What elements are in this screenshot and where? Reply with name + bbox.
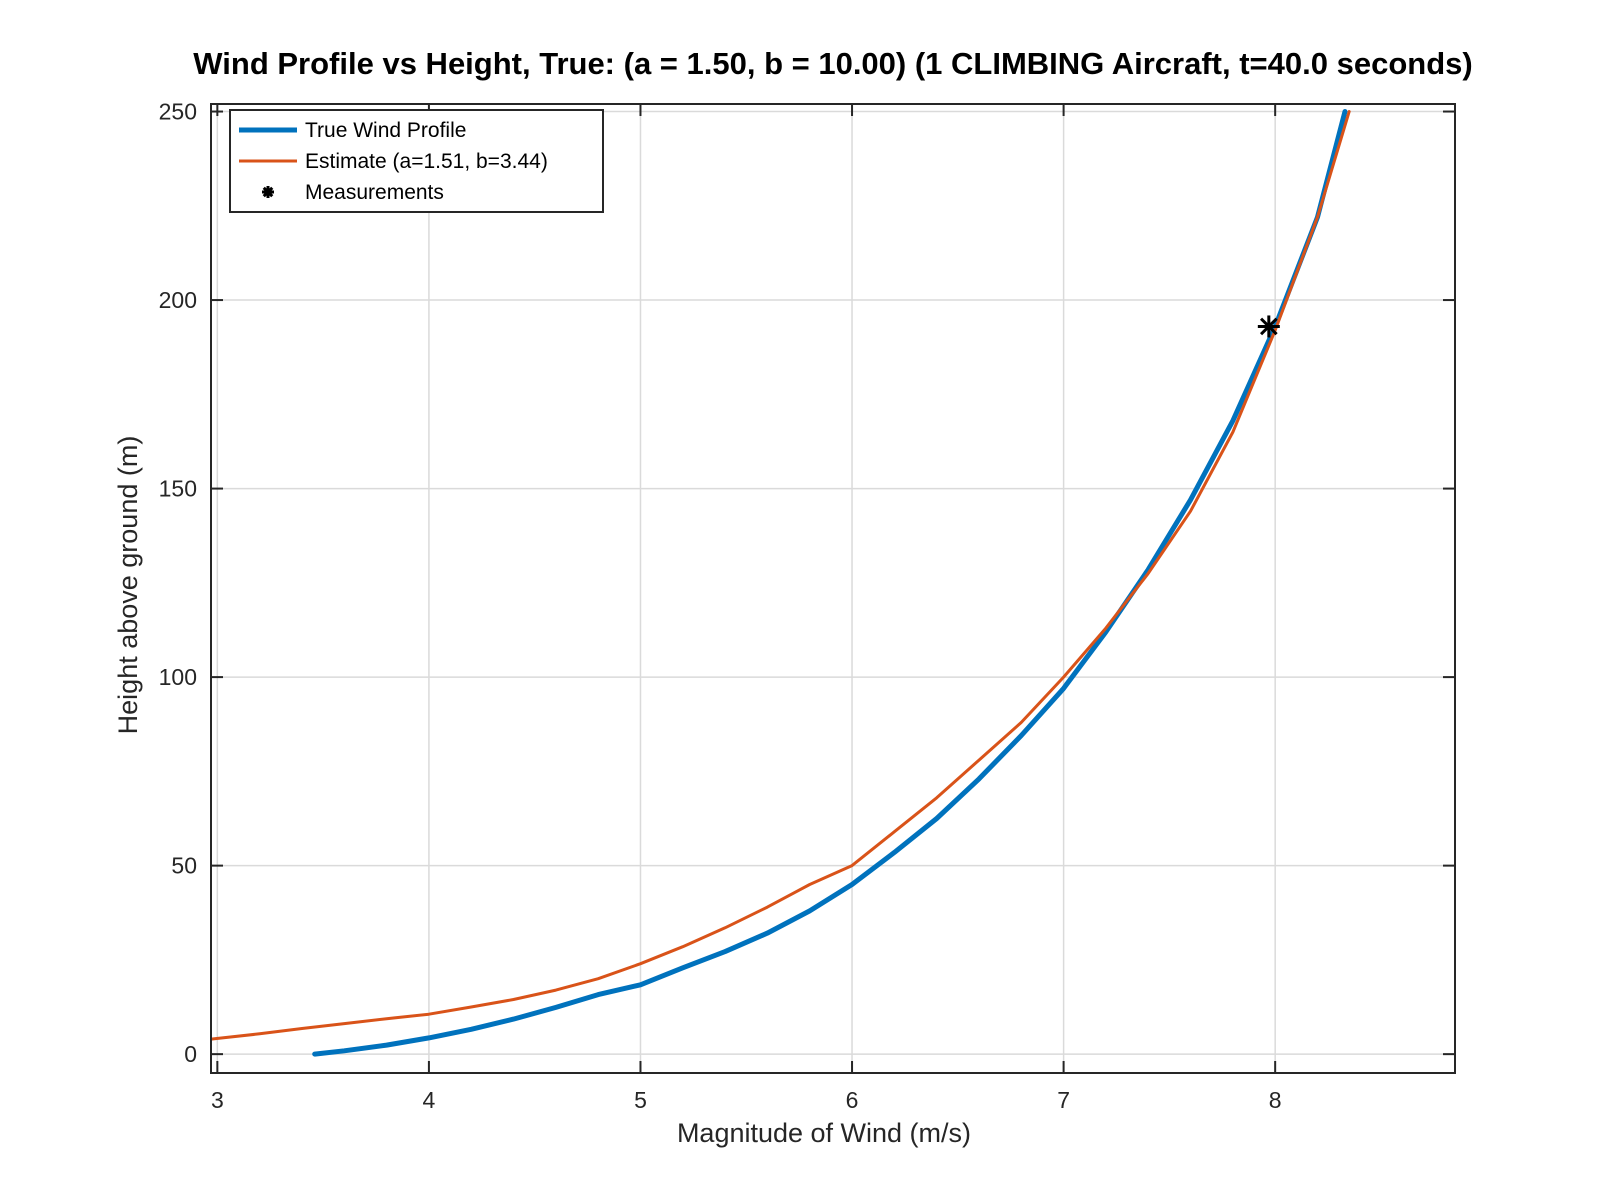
y-tick-label: 0 (184, 1041, 197, 1067)
legend-label: Measurements (305, 181, 444, 204)
plot-background (211, 104, 1455, 1073)
x-tick-label: 6 (846, 1087, 859, 1113)
y-tick-label: 50 (171, 853, 197, 879)
plot-area: 3 4 5 6 7 8 0 50 100 150 200 250 (159, 99, 1456, 1113)
x-tick-label: 7 (1057, 1087, 1070, 1113)
axes-box (210, 103, 1456, 1074)
x-tick-label: 4 (423, 1087, 436, 1113)
x-tick-label: 3 (211, 1087, 224, 1113)
measurement-point (1257, 315, 1280, 338)
y-tick-label: 200 (159, 287, 197, 313)
chart-title: Wind Profile vs Height, True: (a = 1.50,… (193, 46, 1472, 81)
y-tick-label: 150 (159, 476, 197, 502)
series-line (312, 109, 1348, 1057)
x-tick-label: 8 (1269, 1087, 1282, 1113)
legend-label: True Wind Profile (305, 119, 466, 142)
y-axis-label: Height above ground (m) (113, 436, 143, 735)
legend-label: Estimate (a=1.51, b=3.44) (305, 150, 548, 173)
x-axis-label: Magnitude of Wind (m/s) (677, 1118, 971, 1148)
y-tick-label: 250 (159, 99, 197, 125)
legend: True Wind Profile Estimate (a=1.51, b=3.4… (229, 109, 604, 213)
legend-swatch (262, 186, 274, 198)
series-line (211, 110, 1351, 1041)
x-tick-label: 5 (634, 1087, 647, 1113)
y-tick-label: 100 (159, 664, 197, 690)
